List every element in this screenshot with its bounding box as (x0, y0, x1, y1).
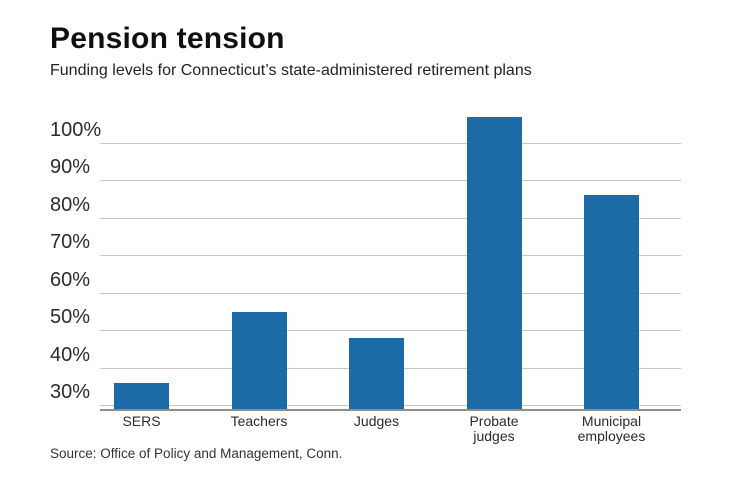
gridline-90 (100, 180, 681, 182)
y-axis-tick-label-90: 90% (50, 156, 91, 179)
page-title: Pension tension (50, 22, 285, 55)
y-axis-tick-label-80: 80% (50, 193, 91, 216)
bar-judges (349, 337, 404, 409)
gridline-50 (100, 330, 681, 332)
y-axis-tick-label-40: 40% (50, 343, 91, 366)
y-axis-tick-label-60: 60% (50, 268, 91, 291)
x-axis-label-sers: SERS (122, 413, 161, 429)
y-axis-tick-label-50: 50% (50, 306, 91, 329)
bar-sers (114, 382, 169, 409)
source-note: Source: Office of Policy and Management,… (50, 446, 343, 461)
x-axis-label-probate-judges: Probate judges (469, 413, 519, 444)
bar-municipal-employees (584, 195, 639, 409)
gridline-60 (100, 292, 681, 294)
y-axis-tick-label-30: 30% (50, 381, 91, 404)
gridline-100 (100, 142, 681, 144)
x-axis-label-judges: Judges (353, 413, 400, 429)
bar-teachers (231, 311, 287, 409)
x-axis-line (100, 409, 681, 411)
bar-probate-judges (466, 116, 522, 409)
y-axis-tick-label-100: 100% (50, 118, 102, 141)
gridline-70 (100, 255, 681, 257)
page-subtitle: Funding levels for Connecticut’s state-a… (50, 62, 532, 79)
gridline-80 (100, 217, 681, 219)
x-axis-label-teachers: Teachers (230, 413, 288, 429)
x-axis-label-municipal-employees: Municipal employees (577, 413, 646, 444)
y-axis-tick-label-70: 70% (50, 231, 91, 254)
